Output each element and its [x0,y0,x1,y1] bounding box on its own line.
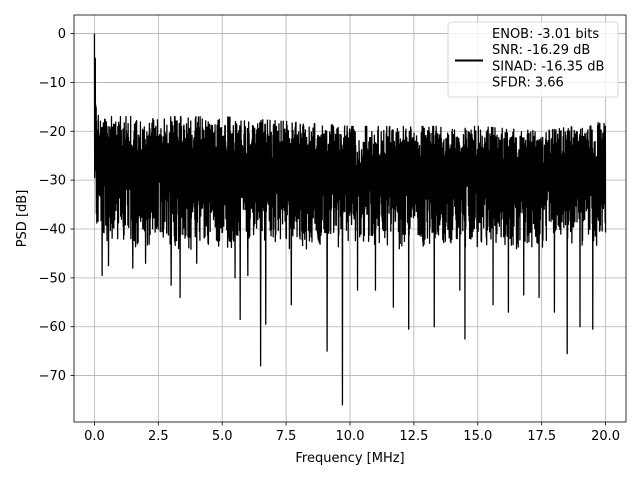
legend-entry-line: SNR: -16.29 dB [492,43,590,58]
x-tick-label: 10.0 [336,429,365,444]
y-axis: 0 −10 −20 −30 −40 −50 −60 −70 [39,27,74,384]
x-axis-label: Frequency [MHz] [295,451,404,466]
y-tick-label: −30 [39,174,66,189]
x-tick-label: 0.0 [84,429,105,444]
x-tick-label: 17.5 [527,429,556,444]
x-tick-label: 5.0 [212,429,233,444]
x-tick-label: 15.0 [463,429,492,444]
y-tick-label: −10 [39,76,66,91]
y-tick-label: 0 [58,27,66,42]
x-tick-label: 7.5 [276,429,297,444]
psd-series-line [93,33,607,406]
x-tick-label: 20.0 [591,429,620,444]
x-tick-label: 2.5 [148,429,169,444]
y-tick-label: −70 [39,369,66,384]
y-tick-label: −50 [39,271,66,286]
y-tick-label: −20 [39,125,66,140]
legend-entry-line: ENOB: -3.01 bits [492,27,599,42]
x-axis: 0.0 2.5 5.0 7.5 10.0 12.5 15.0 17.5 20.0 [84,422,620,444]
y-tick-label: −60 [39,320,66,335]
legend-box [447,21,619,98]
y-tick-label: −40 [39,223,66,238]
legend-entry-line: SFDR: 3.66 [492,76,564,91]
x-tick-label: 12.5 [399,429,428,444]
plot-area [93,33,607,406]
legend-entry-line: SINAD: -16.35 dB [492,59,604,74]
y-axis-label: PSD [dB] [15,190,30,248]
